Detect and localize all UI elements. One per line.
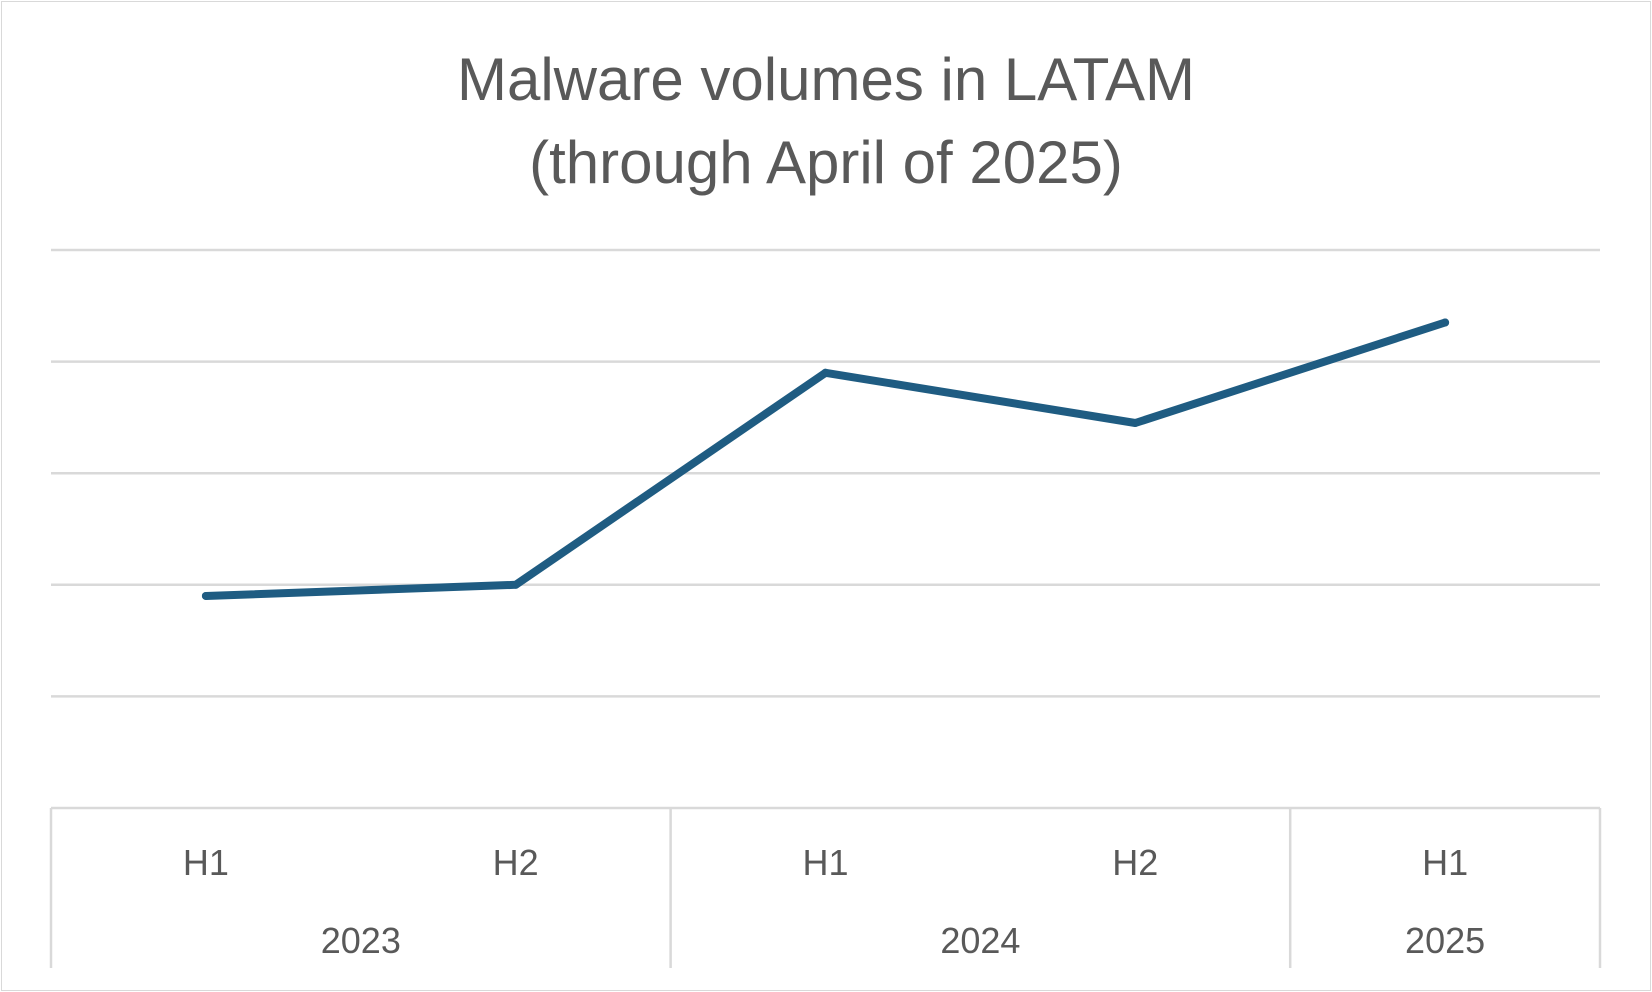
series-line-1 <box>201 318 1450 600</box>
data-point-1-1 <box>201 591 210 600</box>
x-tick-label-3: H1 <box>802 842 848 883</box>
x-tick-label-2: H2 <box>493 842 539 883</box>
year-label-2024: 2024 <box>940 920 1020 961</box>
year-label-2025: 2025 <box>1405 920 1485 961</box>
x-tick-label-4: H2 <box>1112 842 1158 883</box>
chart-title-block: Malware volumes in LATAM (through April … <box>0 38 1652 204</box>
chart-title: Malware volumes in LATAM <box>457 46 1195 113</box>
x-tick-label-5: H1 <box>1422 842 1468 883</box>
data-point-1-4 <box>1131 418 1140 427</box>
data-point-1-5 <box>1441 318 1450 327</box>
x-tick-label-1: H1 <box>183 842 229 883</box>
data-point-1-2 <box>511 580 520 589</box>
chart-subtitle: (through April of 2025) <box>529 129 1123 196</box>
data-point-1-3 <box>821 368 830 377</box>
year-label-2023: 2023 <box>321 920 401 961</box>
